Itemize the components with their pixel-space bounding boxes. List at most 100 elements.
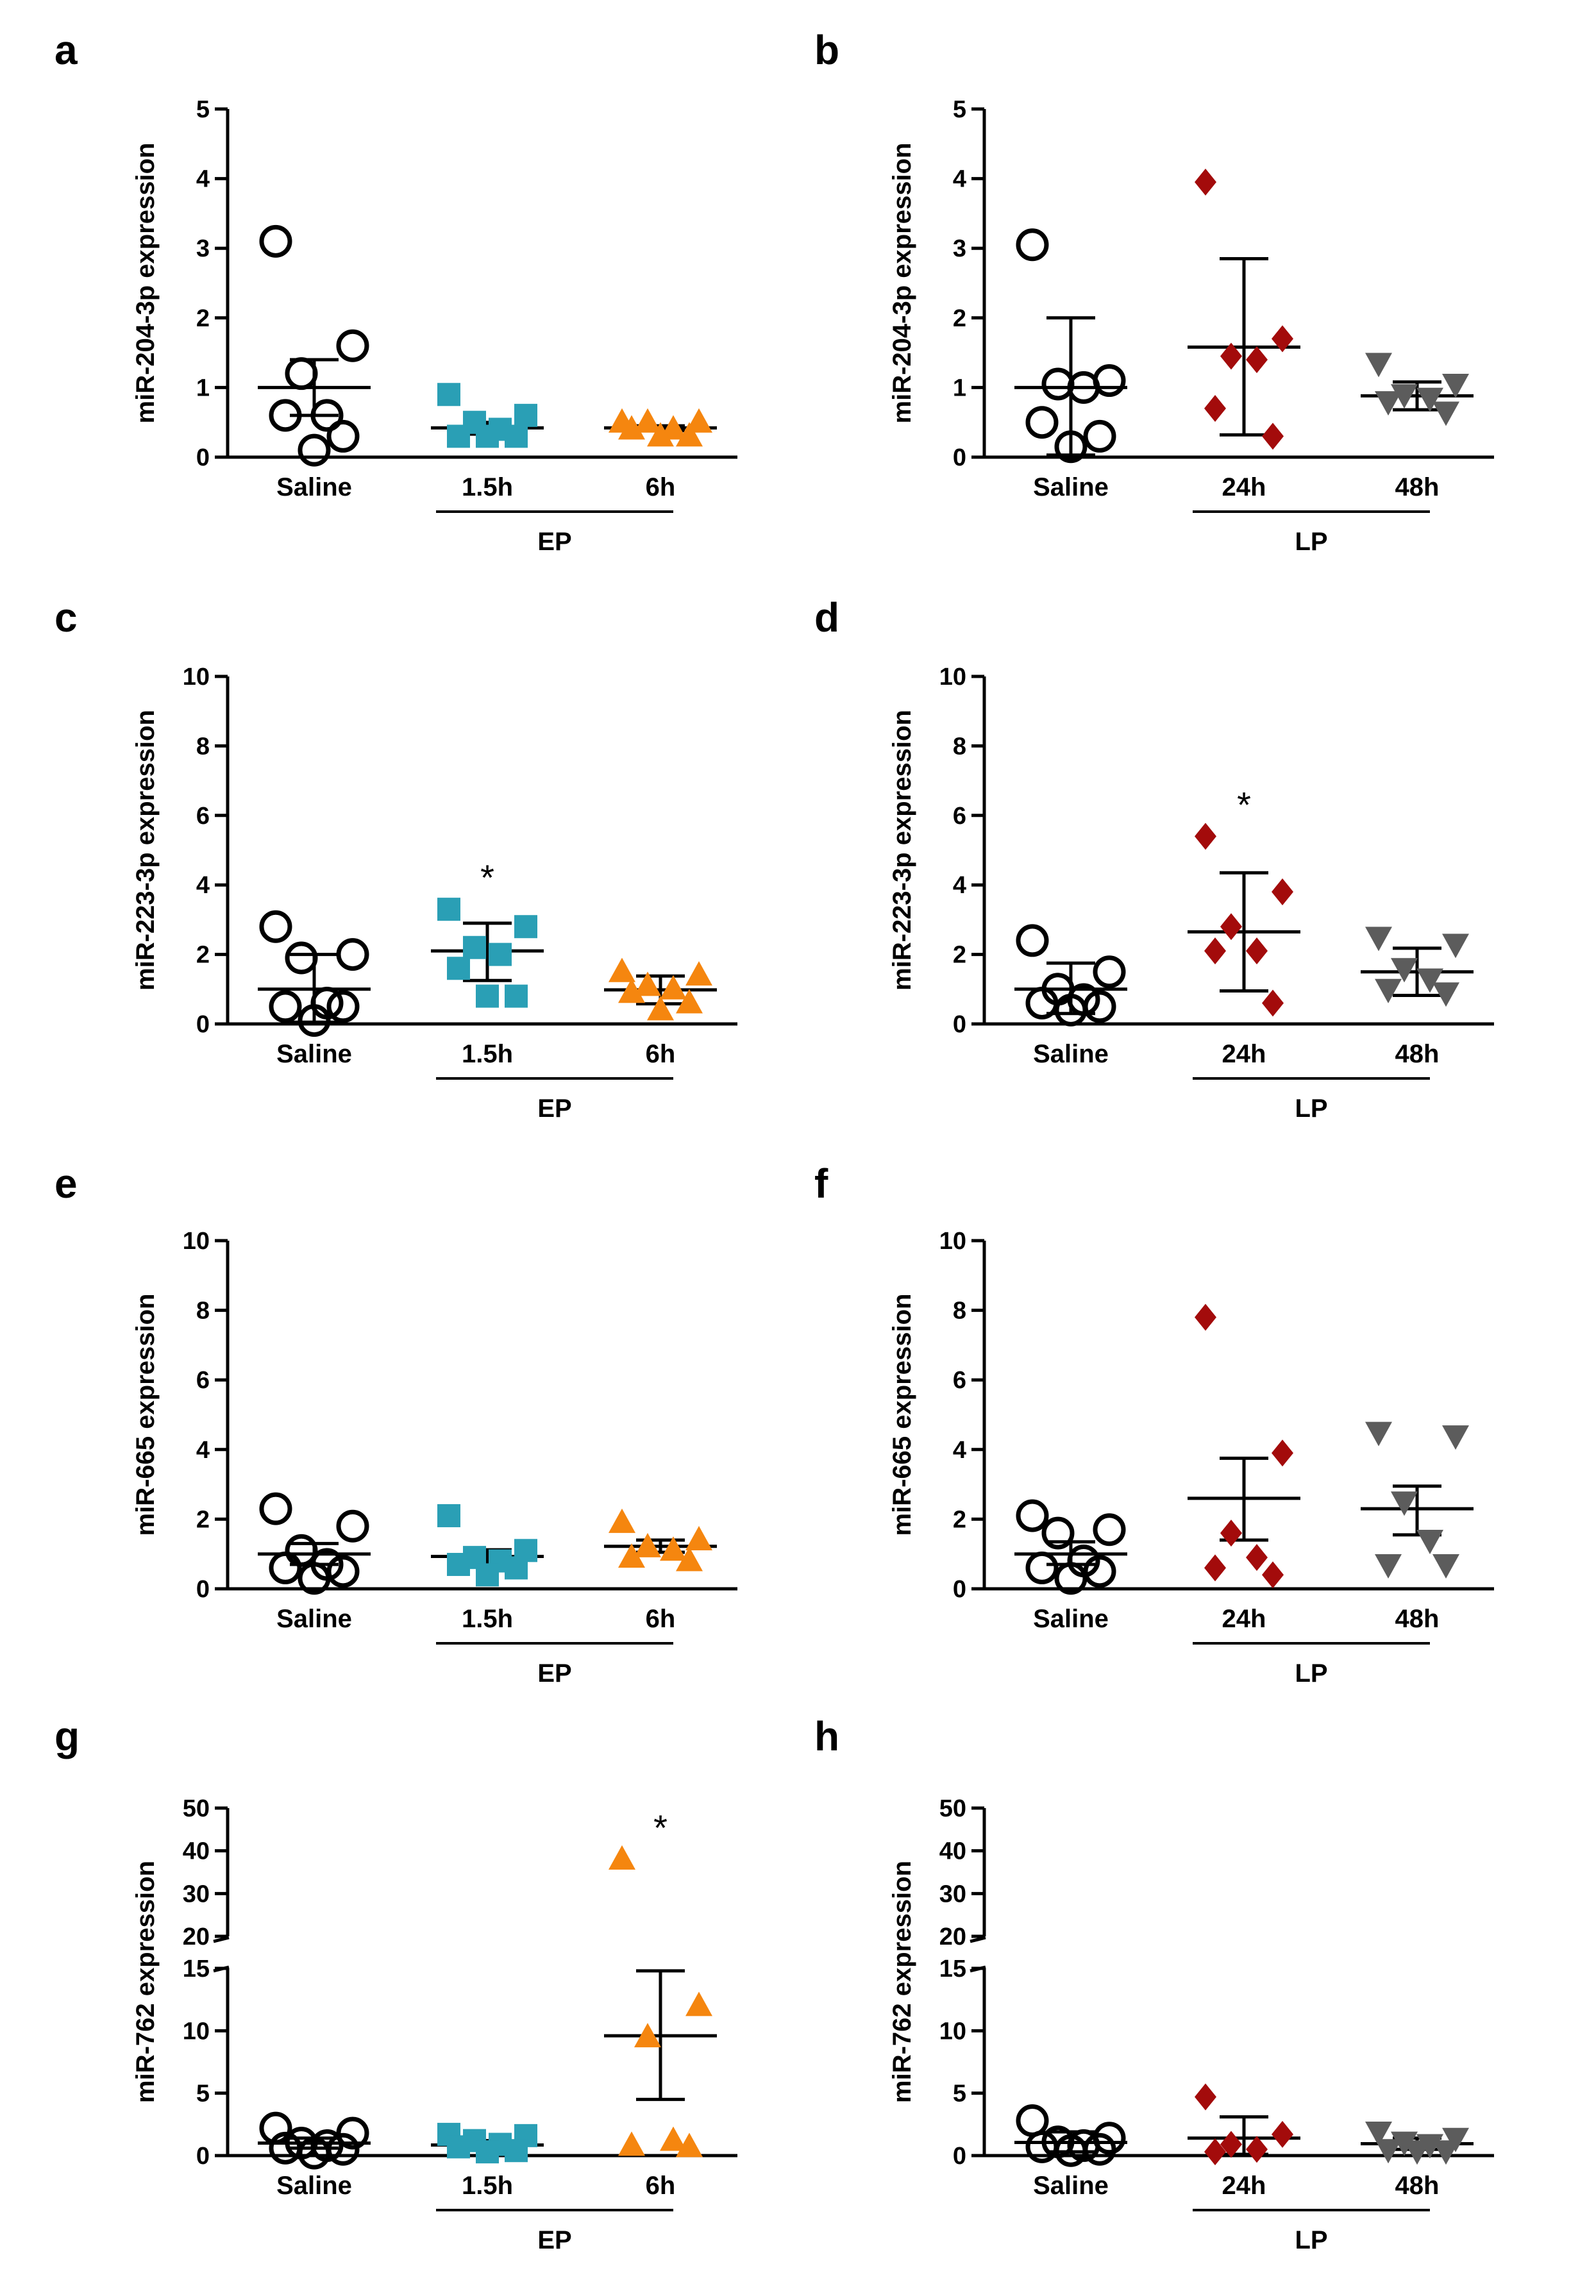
y-tick-label: 15 bbox=[183, 1956, 210, 1982]
data-point bbox=[447, 1552, 470, 1576]
data-point bbox=[1375, 1554, 1402, 1579]
y-tick-label: 30 bbox=[939, 1881, 966, 1907]
data-point bbox=[685, 1525, 712, 1550]
data-point bbox=[676, 1546, 703, 1571]
series-Saline bbox=[258, 1492, 371, 1595]
data-point bbox=[298, 1562, 331, 1595]
y-tick-label: 5 bbox=[196, 2081, 210, 2107]
significance-star: * bbox=[653, 1807, 668, 1848]
panel-letter: e bbox=[55, 1161, 78, 1207]
y-tick-label: 1 bbox=[953, 374, 966, 401]
x-tick-label: 1.5h bbox=[462, 473, 513, 501]
series-48h bbox=[1361, 1421, 1474, 1579]
y-tick-label: 0 bbox=[196, 2143, 210, 2170]
y-tick-label: 4 bbox=[196, 1437, 210, 1464]
data-point bbox=[1220, 1520, 1242, 1547]
data-point bbox=[437, 898, 460, 921]
significance-star: * bbox=[1237, 784, 1251, 825]
y-tick-label: 5 bbox=[953, 2081, 966, 2107]
data-point bbox=[476, 1563, 499, 1587]
series-Saline bbox=[258, 910, 371, 1037]
data-point bbox=[1054, 430, 1088, 464]
y-tick-label: 10 bbox=[183, 2018, 210, 2045]
y-tick-label: 2 bbox=[953, 305, 966, 332]
data-point bbox=[1375, 978, 1402, 1003]
data-point bbox=[259, 2111, 292, 2145]
data-point bbox=[1442, 1425, 1469, 1450]
x-tick-label: Saline bbox=[276, 1605, 352, 1633]
y-tick-label: 10 bbox=[183, 664, 210, 691]
x-tick-label: 6h bbox=[646, 1040, 676, 1068]
data-point bbox=[1442, 373, 1469, 398]
panel-letter: b bbox=[814, 27, 839, 73]
data-point bbox=[634, 408, 661, 433]
data-point bbox=[1016, 924, 1049, 957]
data-point bbox=[505, 2139, 528, 2163]
series-24h bbox=[1188, 169, 1300, 450]
y-tick-label: 50 bbox=[183, 1795, 210, 1822]
x-tick-label: 1.5h bbox=[462, 1040, 513, 1068]
data-point bbox=[1272, 325, 1293, 353]
data-point bbox=[336, 938, 369, 971]
y-tick-label: 0 bbox=[953, 1011, 966, 1038]
data-point bbox=[326, 990, 360, 1023]
group-label: LP bbox=[1295, 1094, 1327, 1123]
panel-h: h 20 30 40 50 0 5 10 15 miR-762 expression Saline 2… bbox=[814, 1713, 1494, 2254]
series-24h bbox=[1188, 1303, 1300, 1589]
data-point bbox=[1365, 353, 1392, 378]
data-point bbox=[298, 1004, 331, 1037]
data-point bbox=[1391, 384, 1418, 409]
y-tick-label: 6 bbox=[196, 803, 210, 830]
y-tick-label: 8 bbox=[953, 733, 966, 760]
data-point bbox=[1054, 2134, 1088, 2167]
y-tick-label: 15 bbox=[939, 1956, 966, 1982]
y-tick-label: 10 bbox=[939, 2018, 966, 2045]
series-Saline bbox=[1014, 1499, 1127, 1595]
data-point bbox=[647, 422, 674, 447]
x-tick-label: 6h bbox=[646, 473, 676, 501]
x-tick-label: 6h bbox=[646, 2172, 676, 2200]
data-point bbox=[1220, 913, 1242, 941]
y-tick-label: 4 bbox=[196, 872, 210, 899]
data-point bbox=[259, 910, 292, 943]
y-tick-label: 8 bbox=[196, 1298, 210, 1325]
data-point bbox=[269, 399, 302, 432]
y-tick-label: 6 bbox=[196, 1367, 210, 1394]
data-point bbox=[505, 984, 528, 1008]
data-point bbox=[437, 1504, 460, 1527]
data-point bbox=[326, 419, 360, 453]
group-label: EP bbox=[537, 2226, 571, 2254]
data-point bbox=[1025, 1551, 1059, 1584]
y-tick-label: 2 bbox=[196, 305, 210, 332]
y-tick-label: 40 bbox=[939, 1838, 966, 1865]
y-tick-label: 4 bbox=[953, 166, 966, 193]
y-axis-label: miR-204-3p expression bbox=[131, 143, 160, 424]
data-point bbox=[336, 2116, 369, 2150]
y-tick-label: 10 bbox=[939, 1228, 966, 1255]
series-1.5h bbox=[431, 2122, 544, 2164]
series-Saline bbox=[1014, 2104, 1127, 2167]
data-point bbox=[447, 957, 470, 980]
y-tick-label: 0 bbox=[196, 444, 210, 471]
series-Saline bbox=[258, 2111, 371, 2170]
data-point bbox=[618, 415, 645, 440]
y-tick-label: 5 bbox=[196, 96, 210, 123]
data-point bbox=[1054, 993, 1088, 1026]
y-tick-label: 6 bbox=[953, 803, 966, 830]
y-tick-label: 0 bbox=[953, 2143, 966, 2170]
y-tick-label: 8 bbox=[953, 1298, 966, 1325]
data-point bbox=[1272, 878, 1293, 906]
data-point bbox=[634, 971, 661, 996]
data-point bbox=[1272, 1439, 1293, 1467]
series-6h bbox=[604, 957, 717, 1021]
y-tick-label: 1 bbox=[196, 374, 210, 401]
x-tick-label: Saline bbox=[1033, 473, 1109, 501]
data-point bbox=[476, 424, 499, 448]
y-tick-label: 0 bbox=[196, 1576, 210, 1603]
y-axis-label: miR-665 expression bbox=[888, 1294, 916, 1536]
data-point bbox=[1365, 926, 1392, 951]
y-axis-label: miR-223-3p expression bbox=[888, 710, 916, 991]
data-point bbox=[660, 2126, 687, 2151]
y-tick-label: 50 bbox=[939, 1795, 966, 1822]
